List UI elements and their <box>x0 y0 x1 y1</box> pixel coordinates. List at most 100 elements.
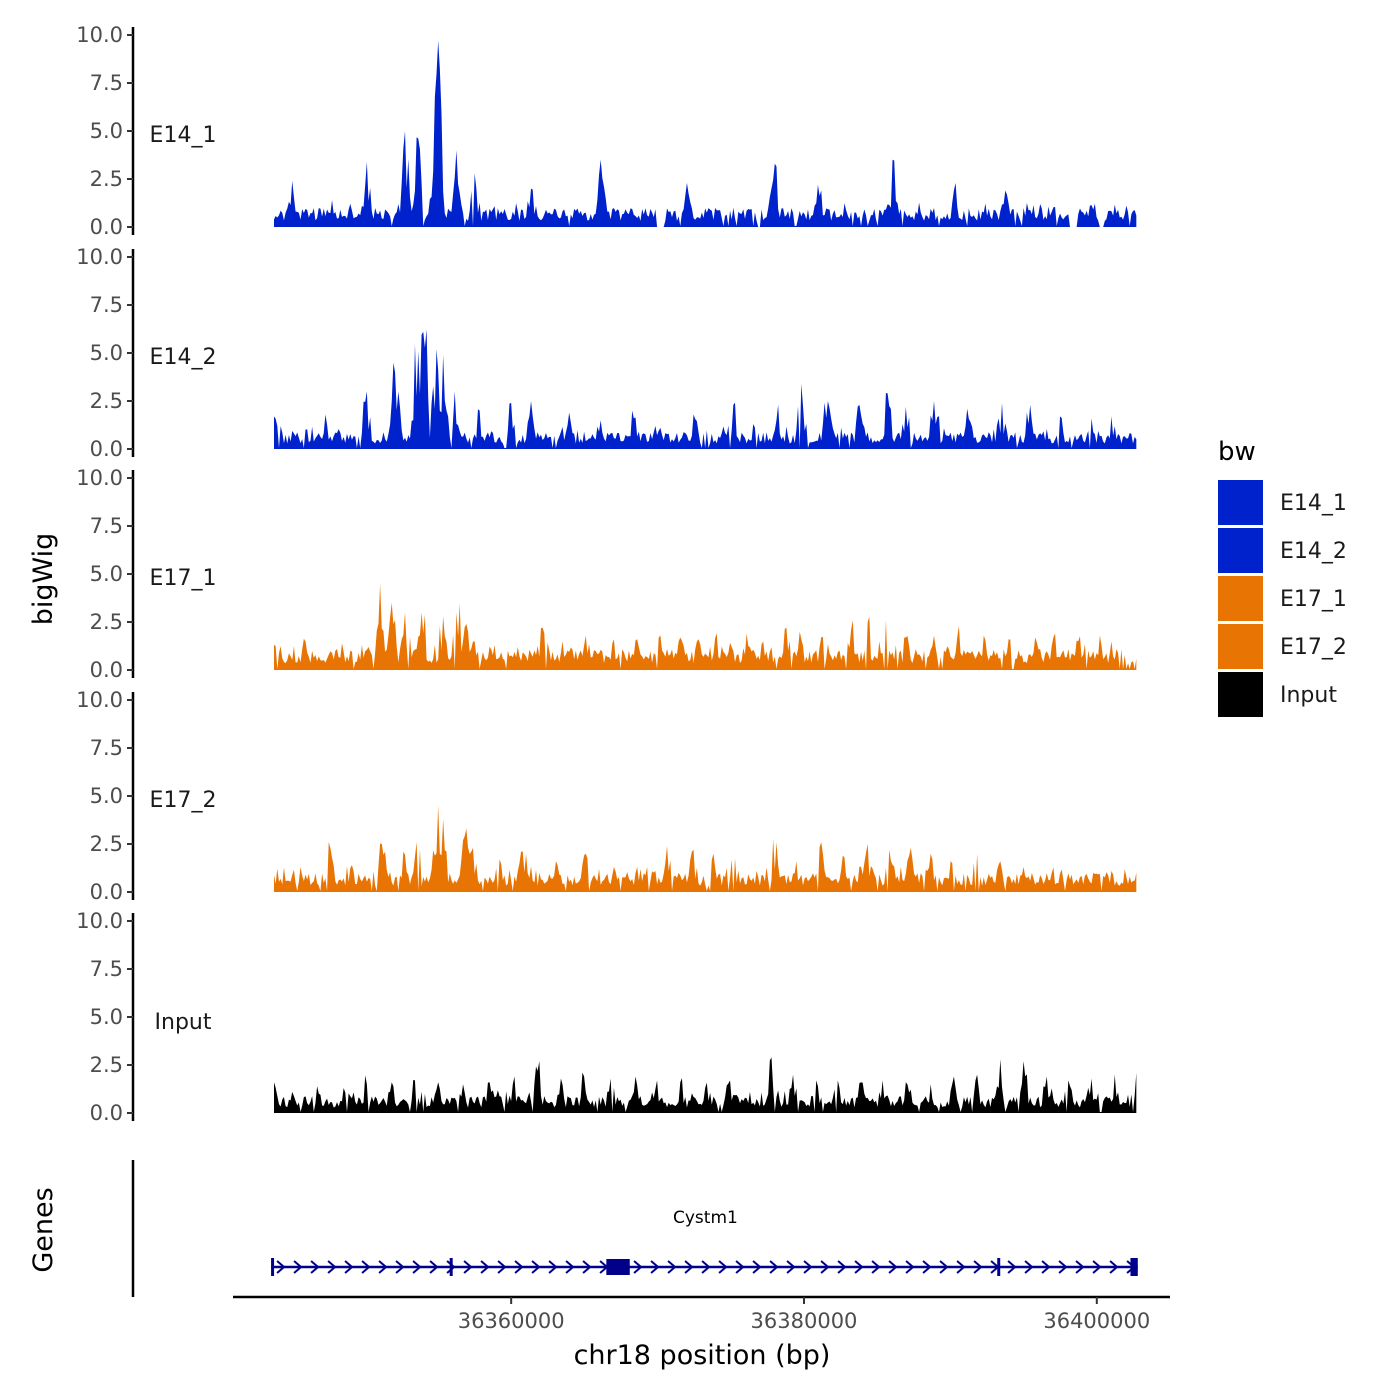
y-tick-label: 5.0 <box>90 119 123 143</box>
strand-arrow <box>650 1260 660 1274</box>
strand-arrow <box>327 1260 337 1274</box>
y-tick-label: 2.5 <box>90 167 123 191</box>
legend-label: E14_1 <box>1280 491 1347 516</box>
strand-arrow <box>735 1260 745 1274</box>
strand-arrow <box>1041 1260 1051 1274</box>
strand-arrow <box>922 1260 932 1274</box>
strand-arrow <box>463 1260 473 1274</box>
legend-swatch <box>1218 576 1263 621</box>
track-e14_2: 0.0 2.5 5.0 7.5 10.0 E14_2 <box>76 245 1137 461</box>
strand-arrow <box>293 1260 303 1274</box>
strand-arrow <box>1007 1260 1017 1274</box>
strand-arrow <box>565 1260 575 1274</box>
strand-arrow <box>310 1260 320 1274</box>
strand-arrow <box>837 1260 847 1274</box>
strand-arrow <box>276 1260 286 1274</box>
strand-arrow <box>395 1260 405 1274</box>
gene-exon <box>271 1258 275 1276</box>
strand-arrow <box>667 1260 677 1274</box>
strand-arrow <box>701 1260 711 1274</box>
strand-arrow <box>514 1260 524 1274</box>
y-tick-label: 2.5 <box>90 832 123 856</box>
genes-track-title: Genes <box>28 1187 59 1272</box>
y-tick-label: 0.0 <box>90 658 123 682</box>
y-tick-label: 0.0 <box>90 437 123 461</box>
strand-arrow <box>412 1260 422 1274</box>
strand-arrow <box>429 1260 439 1274</box>
y-tick-label: 10.0 <box>76 466 123 490</box>
gene-panel: Cystm1 <box>131 1160 1138 1297</box>
y-tick-label: 7.5 <box>90 736 123 760</box>
y-tick-label: 0.0 <box>90 215 123 239</box>
y-tick-label: 5.0 <box>90 1005 123 1029</box>
y-tick-label: 10.0 <box>76 909 123 933</box>
x-tick-label: 36360000 <box>458 1309 565 1333</box>
strand-arrow <box>769 1260 779 1274</box>
strand-arrow <box>497 1260 507 1274</box>
x-axis: 36360000 36380000 36400000 <box>233 1295 1170 1333</box>
gene-exon <box>449 1258 453 1276</box>
strand-arrow <box>1092 1260 1102 1274</box>
strand-arrow <box>871 1260 881 1274</box>
legend-label: Input <box>1280 683 1337 708</box>
track-panels: 0.0 2.5 5.0 7.5 10.0 E14_1 0.0 2.5 5.0 7.5 10.0 E14… <box>76 23 1137 1125</box>
legend-label: E17_1 <box>1280 587 1347 612</box>
y-tick-label: 7.5 <box>90 71 123 95</box>
legend-label: E17_2 <box>1280 635 1347 660</box>
strand-arrow <box>684 1260 694 1274</box>
strand-arrow <box>1024 1260 1034 1274</box>
signal-area-e14_2 <box>273 329 1137 449</box>
signal-area-e14_1 <box>273 40 1137 228</box>
legend-title: bw <box>1218 437 1256 467</box>
track-e17_2: 0.0 2.5 5.0 7.5 10.0 E17_2 <box>76 688 1137 904</box>
strand-arrow <box>1109 1260 1119 1274</box>
track-e17_1: 0.0 2.5 5.0 7.5 10.0 E17_1 <box>76 466 1137 682</box>
strand-arrow <box>803 1260 813 1274</box>
strand-arrow <box>956 1260 966 1274</box>
strand-arrow <box>633 1260 643 1274</box>
y-tick-label: 2.5 <box>90 389 123 413</box>
y-tick-label: 10.0 <box>76 23 123 47</box>
strand-arrow <box>939 1260 949 1274</box>
strand-arrow <box>548 1260 558 1274</box>
strand-arrow <box>446 1260 456 1274</box>
legend-label: E14_2 <box>1280 539 1347 564</box>
strand-arrow <box>1075 1260 1085 1274</box>
y-tick-label: 0.0 <box>90 1101 123 1125</box>
gene-label: Cystm1 <box>673 1208 738 1228</box>
track-label: E17_1 <box>150 566 217 591</box>
y-tick-label: 5.0 <box>90 341 123 365</box>
gene-exon <box>606 1259 630 1275</box>
strand-arrow <box>854 1260 864 1274</box>
signal-area-e17_1 <box>273 583 1137 670</box>
strand-arrow <box>786 1260 796 1274</box>
strand-arrow <box>752 1260 762 1274</box>
strand-arrow <box>820 1260 830 1274</box>
x-tick-label: 36400000 <box>1043 1309 1150 1333</box>
legend-swatch <box>1218 672 1263 717</box>
track-label: E17_2 <box>150 788 217 813</box>
signal-area-input <box>273 1057 1137 1113</box>
legend-swatch <box>1218 624 1263 669</box>
strand-arrow <box>888 1260 898 1274</box>
gene-cystm1: Cystm1 <box>271 1208 1138 1276</box>
y-tick-label: 7.5 <box>90 514 123 538</box>
legend-swatch <box>1218 528 1263 573</box>
gene-exon <box>1130 1258 1138 1276</box>
x-tick-label: 36380000 <box>751 1309 858 1333</box>
y-tick-label: 5.0 <box>90 784 123 808</box>
track-label: E14_1 <box>150 123 217 148</box>
x-axis-title: chr18 position (bp) <box>574 1340 831 1371</box>
signal-area-e17_2 <box>273 805 1137 892</box>
legend-swatch <box>1218 480 1263 525</box>
y-tick-label: 7.5 <box>90 957 123 981</box>
y-tick-label: 2.5 <box>90 1053 123 1077</box>
y-tick-label: 0.0 <box>90 880 123 904</box>
strand-arrow <box>480 1260 490 1274</box>
strand-arrow <box>1058 1260 1068 1274</box>
track-label: E14_2 <box>150 345 217 370</box>
strand-arrow <box>361 1260 371 1274</box>
y-tick-label: 10.0 <box>76 688 123 712</box>
strand-arrow <box>905 1260 915 1274</box>
